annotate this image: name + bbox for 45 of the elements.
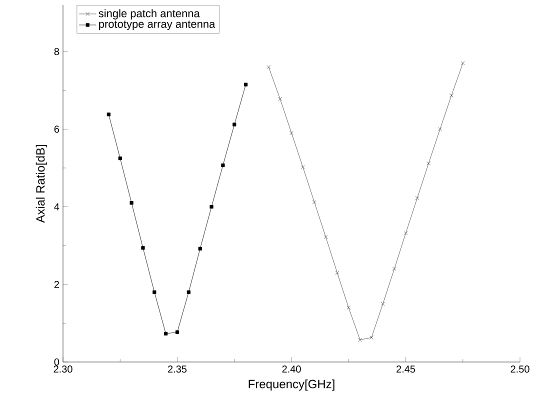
point — [130, 201, 134, 205]
point — [106, 112, 110, 116]
point — [210, 204, 214, 209]
y-tick-label: 8 — [54, 48, 60, 56]
point — [175, 330, 180, 334]
point — [358, 338, 362, 342]
x-axis-title: Frequency[GHz] — [248, 379, 334, 391]
point — [221, 163, 225, 168]
x-tick-label: 2.50 — [510, 366, 530, 373]
point — [380, 302, 385, 306]
x-tick-label: 2.40 — [282, 366, 301, 373]
x-tick-label: 2.35 — [168, 366, 187, 373]
point — [312, 200, 316, 204]
point — [232, 122, 236, 126]
point — [290, 131, 294, 136]
x-tick-label: 2.30 — [54, 366, 72, 373]
x-tick-label: 2.45 — [396, 366, 416, 373]
point — [426, 161, 431, 166]
point — [404, 231, 408, 236]
point — [164, 332, 168, 336]
point — [198, 246, 202, 250]
point — [118, 156, 122, 160]
y-tick-label: 4 — [54, 203, 60, 210]
y-tick-label: 6 — [54, 126, 60, 133]
point — [324, 235, 328, 240]
point — [266, 65, 271, 70]
point — [186, 290, 190, 294]
point — [335, 270, 340, 275]
point — [278, 96, 282, 101]
point — [141, 246, 145, 250]
point — [415, 196, 420, 200]
legend-label: single patch antenna — [98, 9, 200, 20]
y-tick-label: 0 — [54, 358, 60, 366]
point — [300, 165, 305, 170]
y-axis-title: Axial Ratio[dB] — [36, 145, 48, 223]
point — [460, 61, 465, 66]
point — [392, 266, 396, 271]
point — [346, 306, 351, 310]
point — [152, 290, 156, 294]
point — [370, 336, 374, 340]
legend-label: prototype array antenna — [99, 20, 216, 30]
y-tick-label: 2 — [54, 280, 59, 288]
point — [449, 93, 454, 98]
point — [438, 127, 442, 132]
point — [244, 82, 248, 86]
